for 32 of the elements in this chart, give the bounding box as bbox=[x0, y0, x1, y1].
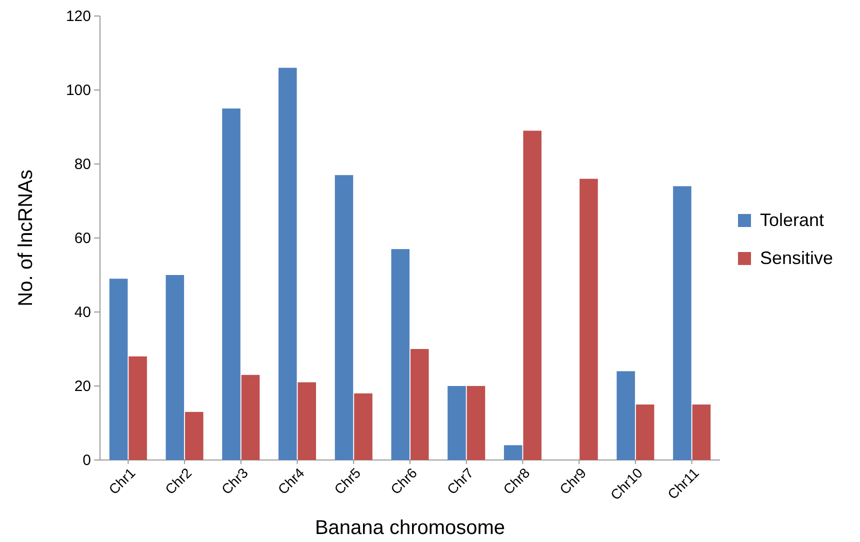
bar bbox=[636, 404, 654, 460]
y-tick-label: 60 bbox=[74, 230, 91, 247]
x-axis-title: Banana chromosome bbox=[314, 517, 506, 539]
bar bbox=[410, 349, 429, 460]
y-tick-label: 120 bbox=[66, 8, 91, 25]
y-tick-label: 0 bbox=[82, 452, 91, 469]
bar bbox=[354, 393, 372, 460]
y-tick-label: 100 bbox=[66, 82, 91, 99]
bar bbox=[692, 404, 711, 460]
bar bbox=[222, 108, 240, 460]
y-axis-title: No. of lncRNAs bbox=[15, 170, 37, 306]
legend-label: Sensitive bbox=[760, 248, 834, 268]
bar bbox=[334, 175, 354, 460]
bar bbox=[504, 445, 522, 460]
y-tick-label: 20 bbox=[74, 378, 91, 395]
bar bbox=[580, 178, 598, 460]
bar bbox=[166, 275, 184, 460]
y-tick-label: 80 bbox=[74, 156, 91, 173]
bar bbox=[523, 130, 542, 460]
bar bbox=[278, 68, 297, 460]
bar bbox=[391, 249, 410, 460]
bar bbox=[616, 371, 635, 460]
bar bbox=[128, 356, 147, 460]
y-tick-label: 40 bbox=[74, 304, 91, 321]
bar bbox=[673, 186, 692, 460]
legend-label: Tolerant bbox=[760, 210, 824, 230]
bar bbox=[298, 382, 316, 460]
bar bbox=[185, 412, 204, 460]
bar bbox=[241, 374, 260, 460]
bar bbox=[466, 386, 486, 460]
bar bbox=[448, 386, 466, 460]
bar bbox=[109, 278, 128, 460]
